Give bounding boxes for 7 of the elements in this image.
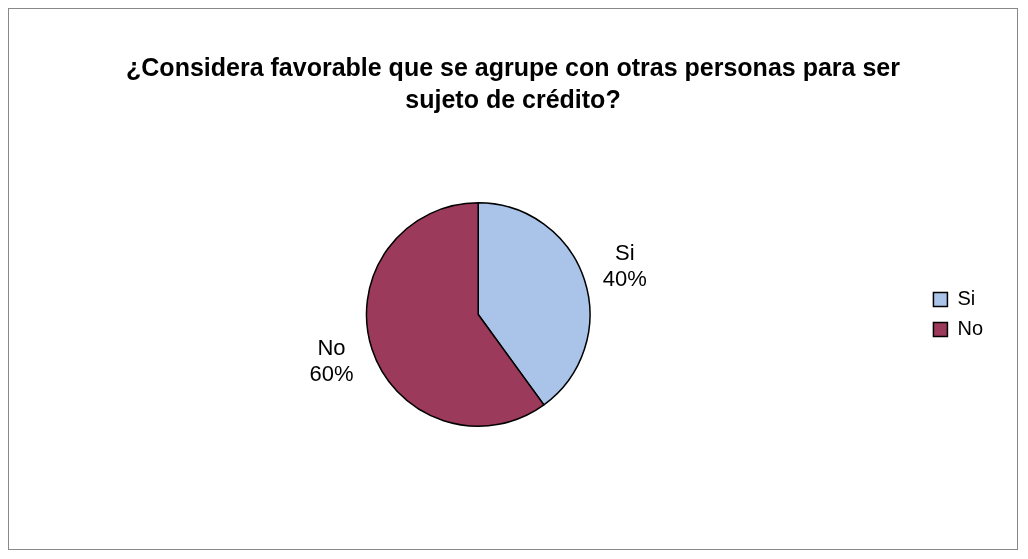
- slice-label: Si: [615, 239, 635, 265]
- slice-label: No: [317, 335, 346, 361]
- legend-label: Si: [957, 287, 976, 310]
- data-label: 60%: [309, 361, 354, 387]
- chart-title: ¿Considera favorable que se agrupe con otras personas para ser sujeto de crédito?: [125, 52, 901, 115]
- legend-label: No: [957, 317, 984, 340]
- data-label: 40%: [602, 265, 647, 291]
